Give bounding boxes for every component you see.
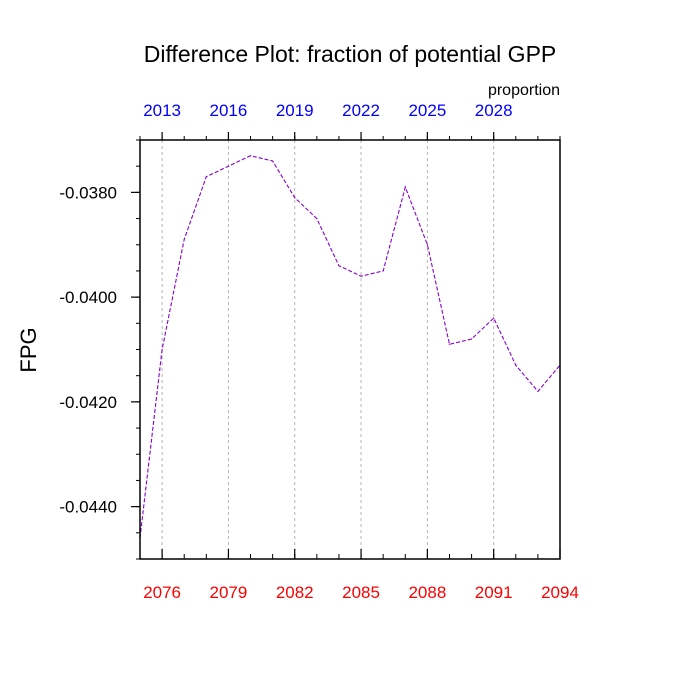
x-bottom-tick-label: 2088	[408, 583, 446, 602]
x-bottom-tick-label: 2094	[541, 583, 579, 602]
x-top-tick-label: 2016	[210, 101, 248, 120]
series-line	[139, 155, 561, 539]
data-point	[360, 275, 362, 277]
chart-title: Difference Plot: fraction of potential G…	[144, 41, 557, 67]
data-point	[448, 343, 451, 345]
data-point	[382, 270, 384, 272]
data-point	[537, 390, 539, 392]
data-point	[515, 364, 517, 366]
axis-ticks	[131, 132, 561, 560]
y-tick-label: -0.0440	[59, 498, 117, 517]
y-tick-label: -0.0380	[59, 183, 117, 202]
x-bottom-tick-label: 2085	[342, 583, 380, 602]
x-top-tick-label: 2022	[342, 101, 380, 120]
data-point	[338, 265, 340, 267]
x-top-tick-label: 2019	[276, 101, 314, 120]
plot-frame	[139, 139, 561, 560]
data-point	[183, 238, 185, 241]
x-bottom-tick-label: 2091	[475, 583, 513, 602]
data-point	[294, 197, 296, 199]
data-point	[493, 317, 495, 319]
data-point	[249, 155, 252, 157]
data-point	[426, 244, 428, 246]
x-bottom-tick-label: 2076	[143, 583, 181, 602]
x-bottom-tick-label: 2079	[210, 583, 248, 602]
tick-labels: 2076 2079 2082 2085 2088 2091 2094 2013 2016 2019…	[59, 101, 579, 602]
y-axis-label: FPG	[16, 327, 41, 372]
data-point	[316, 217, 318, 220]
data-point	[470, 338, 473, 340]
x-bottom-tick-label: 2082	[276, 583, 314, 602]
grid-lines	[161, 140, 495, 559]
data-point	[404, 186, 406, 188]
x-top-tick-label: 2013	[143, 101, 181, 120]
data-point	[227, 165, 230, 167]
data-point	[272, 160, 274, 162]
top-axis-label: proportion	[488, 82, 560, 99]
data-point	[161, 348, 163, 351]
y-tick-label: -0.0420	[59, 393, 117, 412]
x-top-tick-label: 2025	[408, 101, 446, 120]
series-layer	[139, 155, 561, 539]
x-top-tick-label: 2028	[475, 101, 513, 120]
y-tick-label: -0.0400	[59, 288, 117, 307]
data-point	[205, 176, 207, 178]
